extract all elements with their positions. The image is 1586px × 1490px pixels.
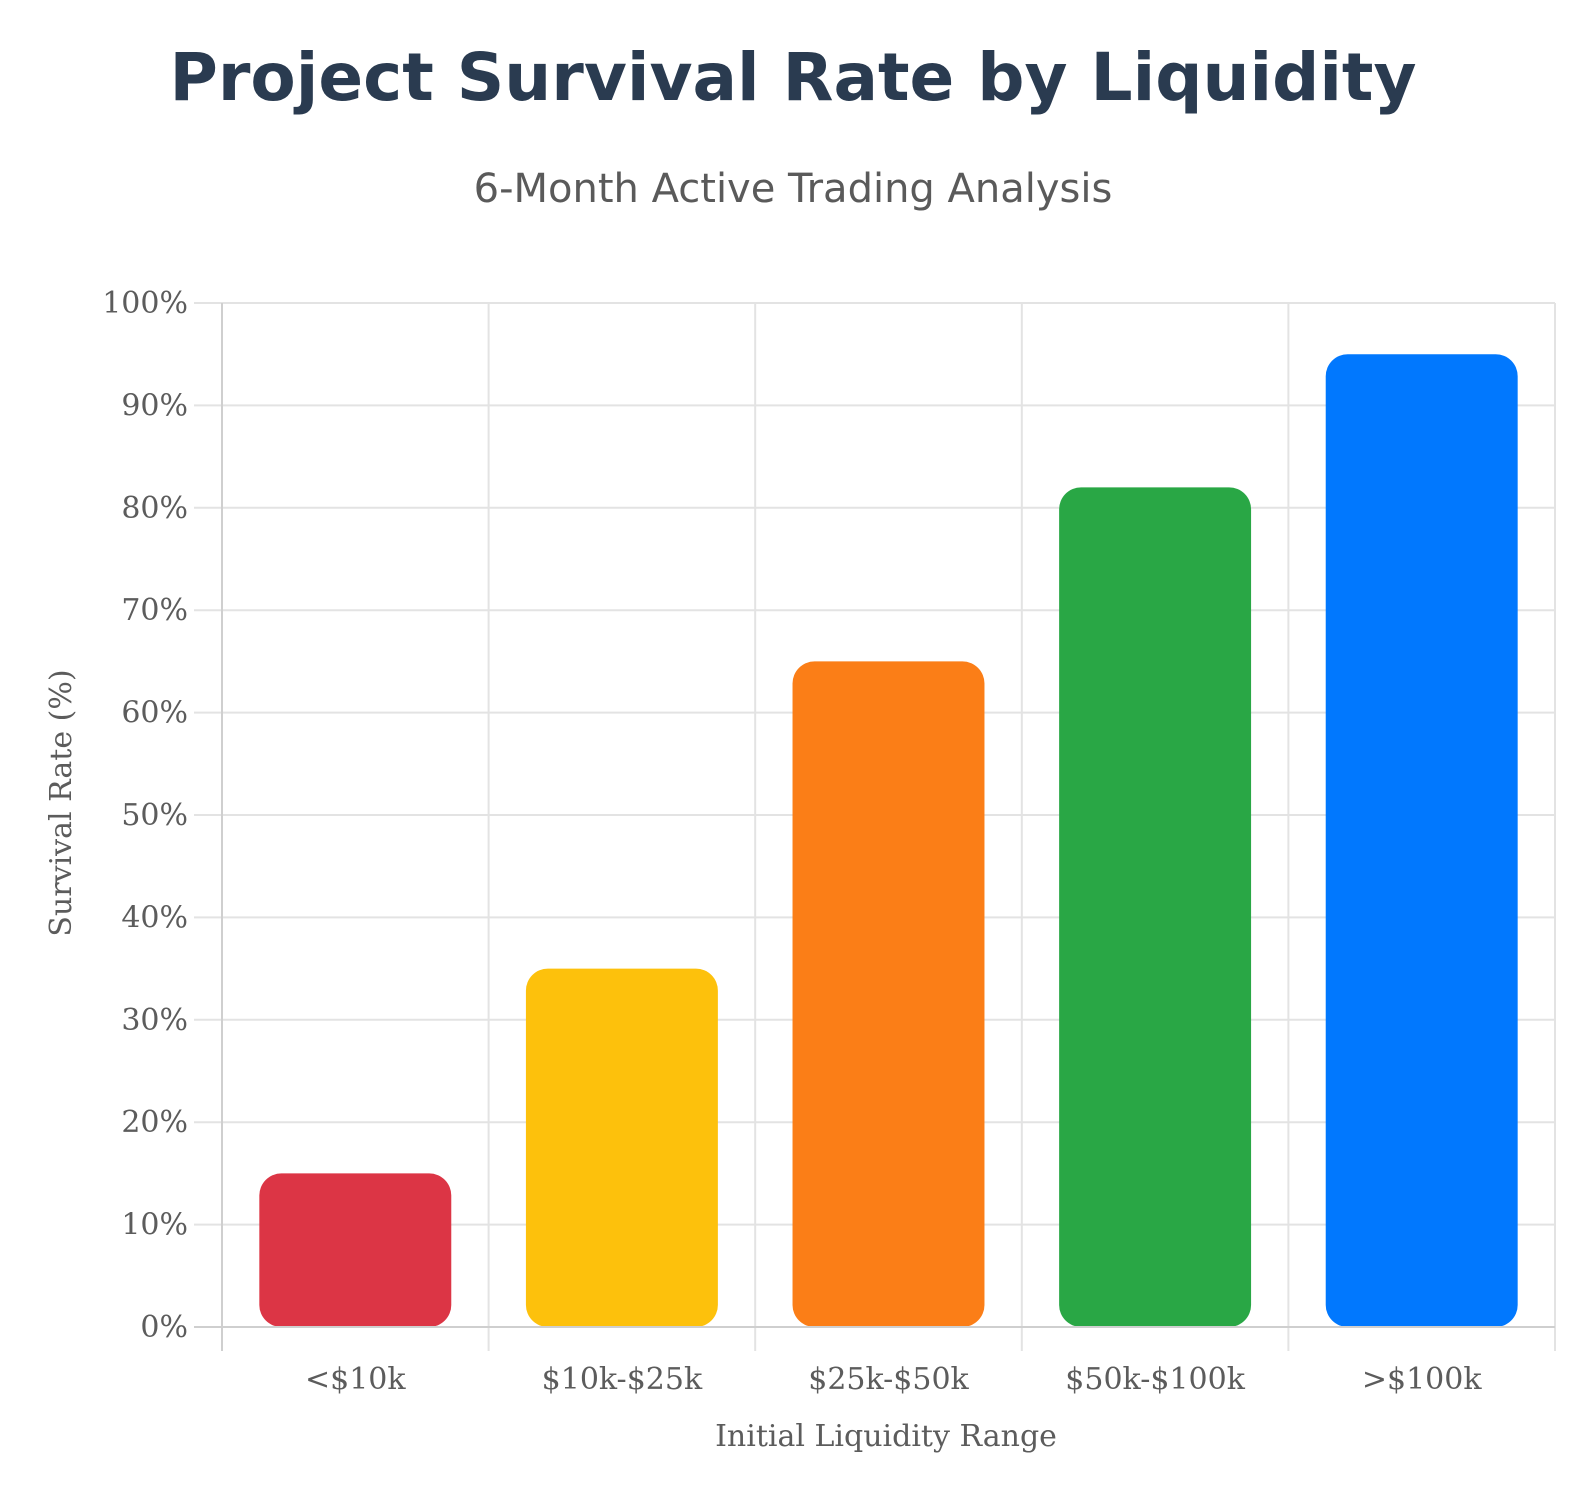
bar (792, 661, 985, 1327)
bar (525, 968, 718, 1327)
y-tick-label: 70% (121, 593, 188, 628)
y-axis-title: Survival Rate (%) (44, 669, 79, 936)
chart-subtitle: 6-Month Active Trading Analysis (474, 166, 1113, 212)
x-tick-label: $10k-$25k (542, 1362, 703, 1397)
x-tick-label: $25k-$50k (808, 1362, 969, 1397)
y-tick-label: 90% (121, 388, 188, 423)
y-tick-label: 0% (140, 1310, 188, 1345)
y-axis-tick-labels: 0% 10% 20% 30% 40% 50% 60% 70% 80% 90% 100% (102, 286, 188, 1345)
y-tick-label: 40% (121, 900, 188, 935)
y-tick-label: 20% (121, 1105, 188, 1140)
bars (259, 354, 1518, 1327)
y-tick-label: 100% (102, 286, 188, 321)
x-tick-label: <$10k (305, 1362, 406, 1397)
x-tick-label: $50k-$100k (1065, 1362, 1245, 1397)
bar (1059, 487, 1252, 1327)
x-axis-title: Initial Liquidity Range (715, 1419, 1057, 1454)
chart-title: Project Survival Rate by Liquidity (169, 39, 1416, 116)
y-tick-label: 80% (121, 491, 188, 526)
bar (259, 1173, 452, 1327)
axes (194, 303, 1555, 1351)
y-tick-label: 60% (121, 696, 188, 731)
x-tick-label: >$100k (1362, 1362, 1482, 1397)
y-tick-label: 50% (121, 798, 188, 833)
bar (1325, 354, 1518, 1327)
y-tick-label: 10% (121, 1208, 188, 1243)
x-axis-tick-labels: <$10k $10k-$25k $25k-$50k $50k-$100k >$100k (305, 1362, 1482, 1397)
y-tick-label: 30% (121, 1003, 188, 1038)
